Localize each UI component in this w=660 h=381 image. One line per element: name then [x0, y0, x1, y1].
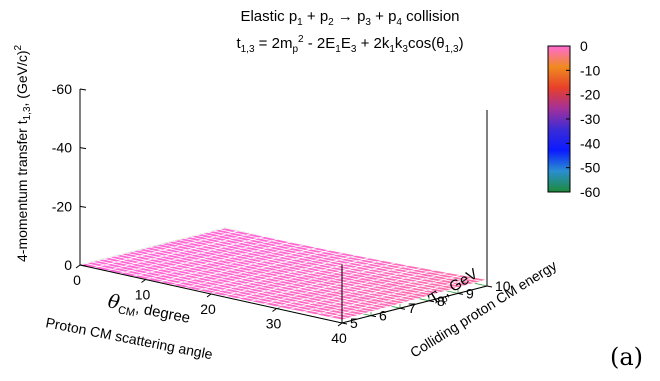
- y-tick-label: 5: [350, 315, 358, 331]
- y-tick-mark: [486, 285, 493, 288]
- x-tick-mark: [75, 264, 81, 269]
- y-tick-mark: [399, 307, 406, 310]
- z-tick-label: -60: [52, 81, 72, 97]
- colorbar-tick-label: -30: [580, 111, 600, 127]
- z-tick-mark: [79, 147, 87, 150]
- y-tick-label: 8: [437, 293, 445, 309]
- y-tick-mark: [457, 292, 464, 295]
- x-tick-mark: [141, 279, 146, 283]
- panel-label: (a): [610, 343, 644, 371]
- chart-title-line1: Elastic p1 + p2 → p3 + p4 collision: [240, 8, 460, 28]
- axes: -60 -40 -20 00 10 20 30 405 6 7 8 9 10: [52, 81, 511, 346]
- z-tick-mark: [79, 88, 87, 91]
- colorbar-tick-label: -20: [580, 87, 600, 103]
- y-tick-label: 10: [495, 278, 511, 294]
- y-tick-label: 6: [379, 308, 387, 324]
- y-tick-mark: [370, 315, 377, 318]
- y-tick-mark: [341, 322, 348, 325]
- colorbar-tick-label: -40: [580, 135, 600, 151]
- colorbar: 0 -10 -20 -30 -40 -50 -60: [547, 38, 600, 200]
- x-tick-label: 0: [73, 272, 81, 288]
- surface-mesh: [79, 227, 488, 321]
- y-axis-line: [341, 285, 488, 324]
- colorbar-tick-label: -50: [580, 160, 600, 176]
- x-tick-mark: [272, 308, 277, 312]
- x-tick-label: 10: [135, 287, 151, 303]
- x-tick-label: 30: [266, 316, 282, 332]
- colorbar-tick-label: -60: [580, 184, 600, 200]
- colorbar-tick-label: -10: [580, 62, 600, 78]
- z-tick-label: 0: [64, 257, 72, 273]
- chart-title-line2: t1,3 = 2mp2 - 2E1E3 + 2k1k3cos(θ1,3): [236, 34, 464, 55]
- z-tick-mark: [79, 205, 87, 208]
- x-tick-label: 20: [200, 301, 216, 317]
- y-tick-label: 7: [408, 300, 416, 316]
- y-tick-mark: [428, 300, 435, 303]
- y-tick-label: 9: [466, 285, 474, 301]
- z-axis-label: 4-momentum transfer t1,3, (GeV/c)2: [13, 44, 33, 262]
- x-tick-label: 40: [331, 330, 347, 346]
- x-tick-mark: [337, 322, 343, 327]
- z-tick-label: -40: [52, 140, 72, 156]
- colorbar-tick-label: 0: [580, 38, 588, 54]
- z-tick-label: -20: [52, 198, 72, 214]
- x-tick-mark: [206, 293, 212, 298]
